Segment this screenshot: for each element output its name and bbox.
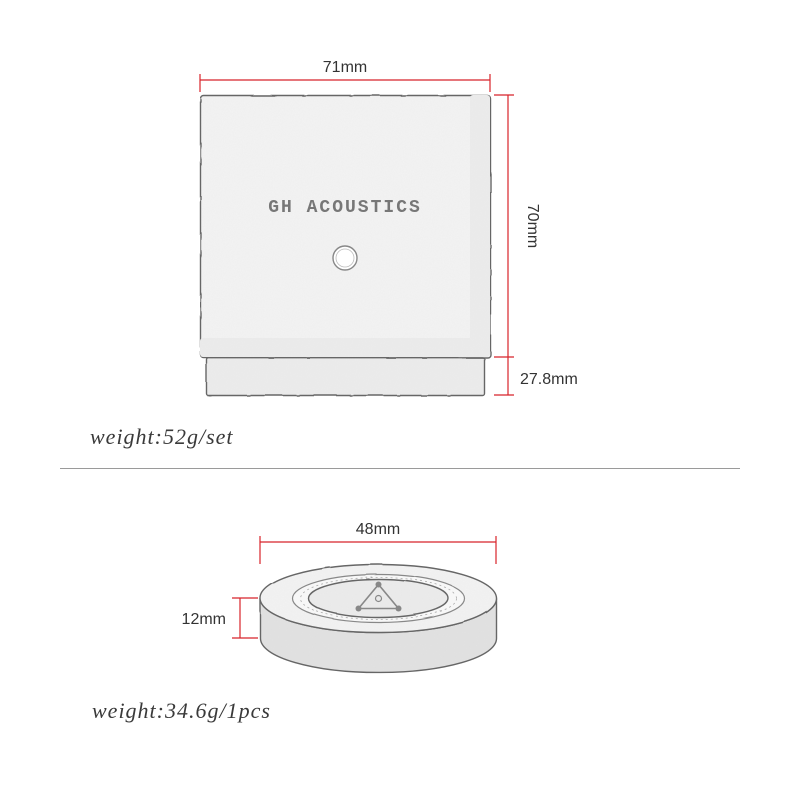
dim-box-depth-label: 70mm <box>524 204 541 248</box>
box-weight-label: weight:52g/set <box>90 424 234 450</box>
dim-box-width-label: 71mm <box>323 59 367 76</box>
dim-box-depth: 70mm <box>494 95 541 357</box>
dim-disc-diameter-label: 48mm <box>356 521 400 538</box>
dim-box-width: 71mm <box>200 59 490 92</box>
disc-body <box>260 564 496 672</box>
box-brand-text: GH ACOUSTICS <box>268 198 422 218</box>
disc-drawing: 48mm 12mm <box>0 470 800 770</box>
dim-box-height-label: 27.8mm <box>520 371 578 388</box>
dim-disc-diameter: 48mm <box>260 521 496 564</box>
panel-divider <box>60 468 740 469</box>
box-lid-circle <box>333 246 357 270</box>
box-base <box>206 357 484 395</box>
disc-weight-label: weight:34.6g/1pcs <box>92 698 271 724</box>
box-lid <box>200 95 490 357</box>
dim-disc-thickness: 12mm <box>182 598 258 638</box>
page-root: GH ACOUSTICS 71mm 70mm 27.8mm weight:52g… <box>0 0 800 800</box>
box-drawing: GH ACOUSTICS 71mm 70mm 27.8mm <box>0 0 800 420</box>
dim-disc-thickness-label: 12mm <box>182 611 226 628</box>
dim-box-height: 27.8mm <box>494 357 578 395</box>
